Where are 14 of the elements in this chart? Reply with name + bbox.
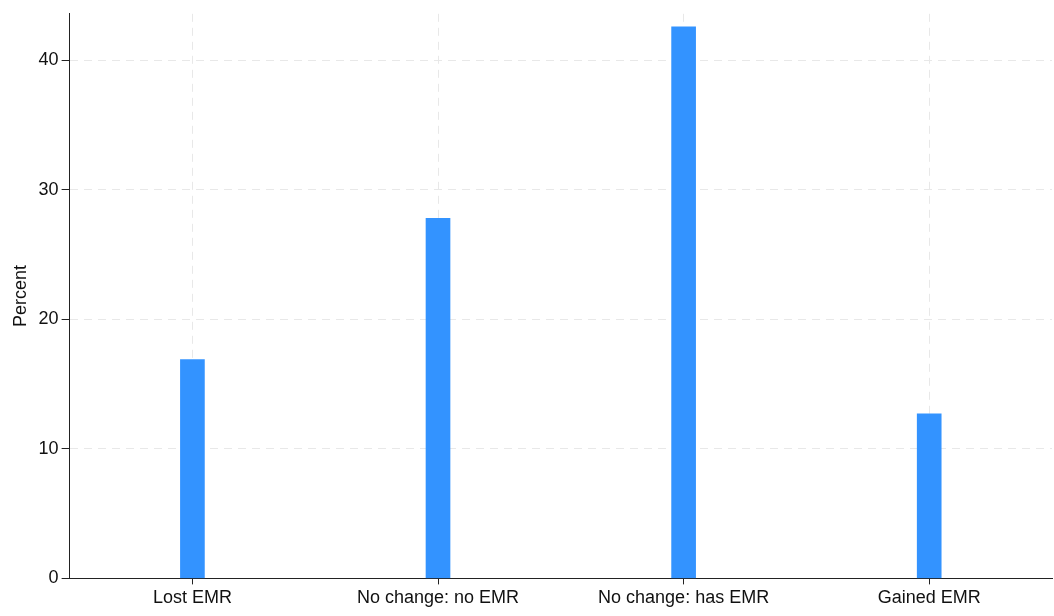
- y-tick-label: 0: [48, 567, 59, 588]
- bar: [425, 218, 451, 579]
- y-tick-label: 10: [38, 437, 59, 458]
- x-tick-label: Gained EMR: [877, 587, 981, 608]
- x-tick-label: No change: no EMR: [356, 587, 520, 608]
- bar: [671, 26, 696, 579]
- y-tick-label: 40: [38, 49, 59, 70]
- x-tick-label: No change: has EMR: [598, 587, 770, 608]
- bar: [180, 359, 205, 579]
- y-axis-title: Percent: [9, 265, 30, 328]
- y-tick-label: 20: [38, 308, 59, 329]
- y-tick-label: 30: [38, 178, 59, 199]
- bar: [916, 413, 942, 579]
- x-tick-label: Lost EMR: [152, 587, 232, 608]
